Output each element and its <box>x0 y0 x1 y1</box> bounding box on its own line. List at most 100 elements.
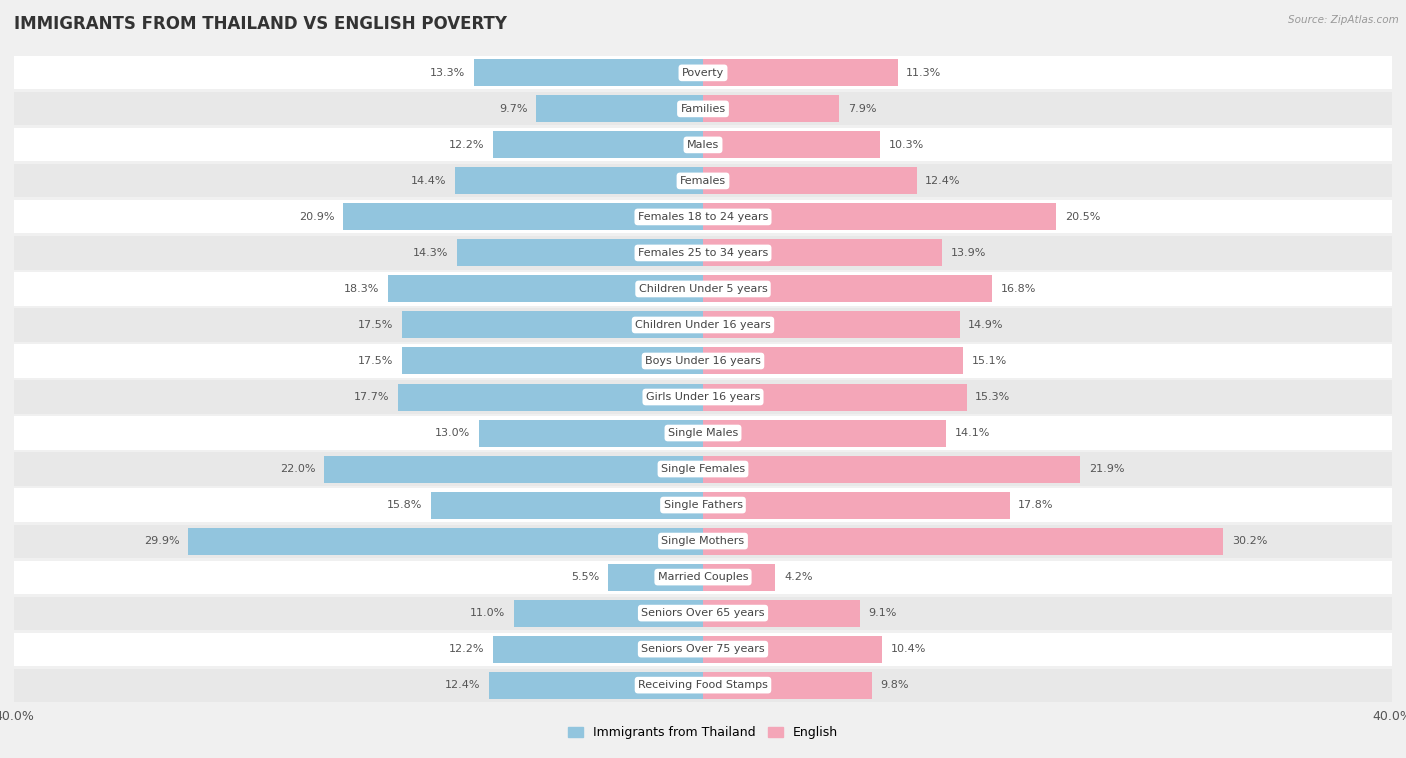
Text: Seniors Over 65 years: Seniors Over 65 years <box>641 608 765 618</box>
Text: 14.1%: 14.1% <box>955 428 990 438</box>
Bar <box>703 456 1080 483</box>
Bar <box>398 384 703 411</box>
Text: 17.7%: 17.7% <box>354 392 389 402</box>
Bar <box>456 168 703 194</box>
Text: 16.8%: 16.8% <box>1001 284 1036 294</box>
Bar <box>609 564 703 590</box>
Text: 17.8%: 17.8% <box>1018 500 1053 510</box>
Bar <box>343 203 703 230</box>
Text: Poverty: Poverty <box>682 68 724 78</box>
Text: 12.4%: 12.4% <box>446 680 481 690</box>
Legend: Immigrants from Thailand, English: Immigrants from Thailand, English <box>562 722 844 744</box>
Bar <box>489 672 703 699</box>
Text: Single Mothers: Single Mothers <box>661 536 745 546</box>
Text: 20.9%: 20.9% <box>299 212 335 222</box>
Text: Married Couples: Married Couples <box>658 572 748 582</box>
Bar <box>703 384 966 411</box>
Bar <box>703 672 872 699</box>
Text: Females 25 to 34 years: Females 25 to 34 years <box>638 248 768 258</box>
Bar <box>14 488 1392 522</box>
Text: 17.5%: 17.5% <box>357 356 392 366</box>
Text: 22.0%: 22.0% <box>280 464 315 474</box>
Bar <box>14 128 1392 161</box>
Text: Males: Males <box>688 140 718 150</box>
Bar <box>479 419 703 446</box>
Text: Single Females: Single Females <box>661 464 745 474</box>
Text: 12.2%: 12.2% <box>449 140 484 150</box>
Bar <box>703 59 897 86</box>
Text: 9.1%: 9.1% <box>869 608 897 618</box>
Bar <box>14 200 1392 233</box>
Bar <box>703 203 1056 230</box>
Text: 4.2%: 4.2% <box>785 572 813 582</box>
Bar <box>14 344 1392 377</box>
Bar <box>474 59 703 86</box>
Text: Single Males: Single Males <box>668 428 738 438</box>
Text: IMMIGRANTS FROM THAILAND VS ENGLISH POVERTY: IMMIGRANTS FROM THAILAND VS ENGLISH POVE… <box>14 15 508 33</box>
Text: Boys Under 16 years: Boys Under 16 years <box>645 356 761 366</box>
Text: Girls Under 16 years: Girls Under 16 years <box>645 392 761 402</box>
Bar <box>14 669 1392 702</box>
Bar <box>14 560 1392 594</box>
Text: 10.3%: 10.3% <box>889 140 924 150</box>
Bar <box>513 600 703 627</box>
Text: Single Fathers: Single Fathers <box>664 500 742 510</box>
Text: 14.9%: 14.9% <box>969 320 1004 330</box>
Bar <box>323 456 703 483</box>
Bar <box>536 96 703 122</box>
Text: Families: Families <box>681 104 725 114</box>
Text: Children Under 16 years: Children Under 16 years <box>636 320 770 330</box>
Text: 29.9%: 29.9% <box>143 536 180 546</box>
Text: 15.1%: 15.1% <box>972 356 1007 366</box>
Text: 12.4%: 12.4% <box>925 176 960 186</box>
Text: Receiving Food Stamps: Receiving Food Stamps <box>638 680 768 690</box>
Text: 15.3%: 15.3% <box>976 392 1011 402</box>
Text: 13.9%: 13.9% <box>950 248 987 258</box>
Text: Children Under 5 years: Children Under 5 years <box>638 284 768 294</box>
Text: 9.7%: 9.7% <box>499 104 527 114</box>
Text: 11.3%: 11.3% <box>907 68 942 78</box>
Text: 15.8%: 15.8% <box>387 500 422 510</box>
Bar <box>14 632 1392 666</box>
Bar <box>703 312 960 339</box>
Text: 30.2%: 30.2% <box>1232 536 1267 546</box>
Text: 11.0%: 11.0% <box>470 608 505 618</box>
Text: 10.4%: 10.4% <box>891 644 927 654</box>
Bar <box>703 96 839 122</box>
Bar <box>703 564 775 590</box>
Bar <box>494 636 703 662</box>
Bar <box>703 347 963 374</box>
Bar <box>14 381 1392 414</box>
Text: Females 18 to 24 years: Females 18 to 24 years <box>638 212 768 222</box>
Text: 5.5%: 5.5% <box>571 572 599 582</box>
Bar <box>14 453 1392 486</box>
Bar <box>703 240 942 267</box>
Bar <box>14 525 1392 558</box>
Bar <box>14 236 1392 270</box>
Bar <box>457 240 703 267</box>
Text: 13.3%: 13.3% <box>430 68 465 78</box>
Bar <box>14 164 1392 198</box>
Bar <box>14 272 1392 305</box>
Text: 20.5%: 20.5% <box>1064 212 1099 222</box>
Bar <box>14 92 1392 126</box>
Text: Females: Females <box>681 176 725 186</box>
Bar <box>402 312 703 339</box>
Bar <box>703 419 946 446</box>
Bar <box>703 528 1223 555</box>
Bar <box>703 275 993 302</box>
Bar <box>188 528 703 555</box>
Bar <box>703 600 859 627</box>
Text: Seniors Over 75 years: Seniors Over 75 years <box>641 644 765 654</box>
Bar <box>703 491 1010 518</box>
Text: 14.3%: 14.3% <box>413 248 449 258</box>
Bar <box>430 491 703 518</box>
Bar <box>703 636 882 662</box>
Bar <box>14 309 1392 342</box>
Bar <box>402 347 703 374</box>
Text: Source: ZipAtlas.com: Source: ZipAtlas.com <box>1288 15 1399 25</box>
Text: 12.2%: 12.2% <box>449 644 484 654</box>
Bar <box>703 131 880 158</box>
Text: 7.9%: 7.9% <box>848 104 876 114</box>
Text: 13.0%: 13.0% <box>436 428 471 438</box>
